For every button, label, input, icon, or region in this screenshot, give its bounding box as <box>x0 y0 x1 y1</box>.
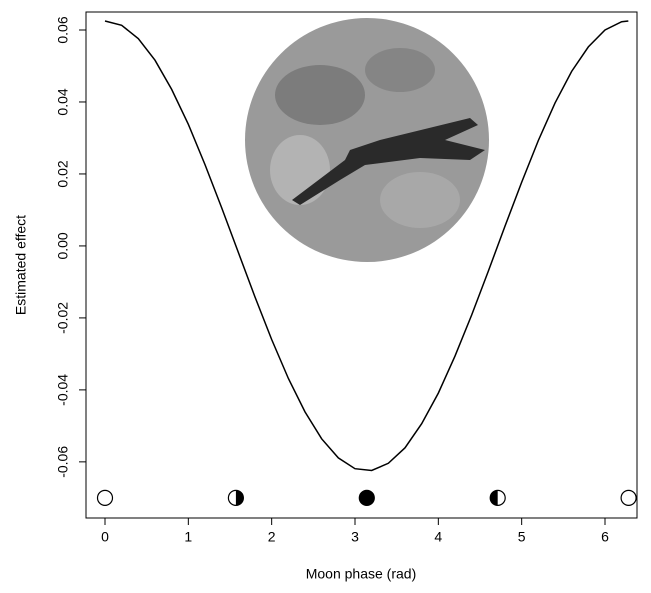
x-tick-label: 3 <box>351 529 359 545</box>
y-tick-label: 0.00 <box>55 232 71 259</box>
y-tick-label: 0.04 <box>55 88 71 115</box>
x-tick-label: 1 <box>184 529 192 545</box>
moon-phase-marker <box>620 489 637 506</box>
x-axis-label: Moon phase (rad) <box>306 566 417 582</box>
y-tick-label: -0.06 <box>55 446 71 478</box>
x-tick-label: 5 <box>518 529 526 545</box>
x-tick-label: 0 <box>101 529 109 545</box>
x-tick-label: 4 <box>434 529 442 545</box>
moon-phase-marker <box>489 489 506 506</box>
x-tick-label: 6 <box>601 529 609 545</box>
effect-curve <box>104 20 629 472</box>
y-tick-label: 0.06 <box>55 16 71 43</box>
moon-illustration <box>245 18 489 262</box>
y-tick-label: -0.02 <box>55 302 71 334</box>
moon-phase-marker <box>358 489 375 506</box>
y-tick-label: -0.04 <box>55 374 71 406</box>
moon-phase-marker <box>96 489 114 506</box>
x-tick-label: 2 <box>268 529 276 545</box>
moon-phase-marker <box>227 489 244 506</box>
y-axis-label: Estimated effect <box>13 215 29 315</box>
plot-frame <box>85 11 638 519</box>
y-tick-label: 0.02 <box>55 160 71 187</box>
